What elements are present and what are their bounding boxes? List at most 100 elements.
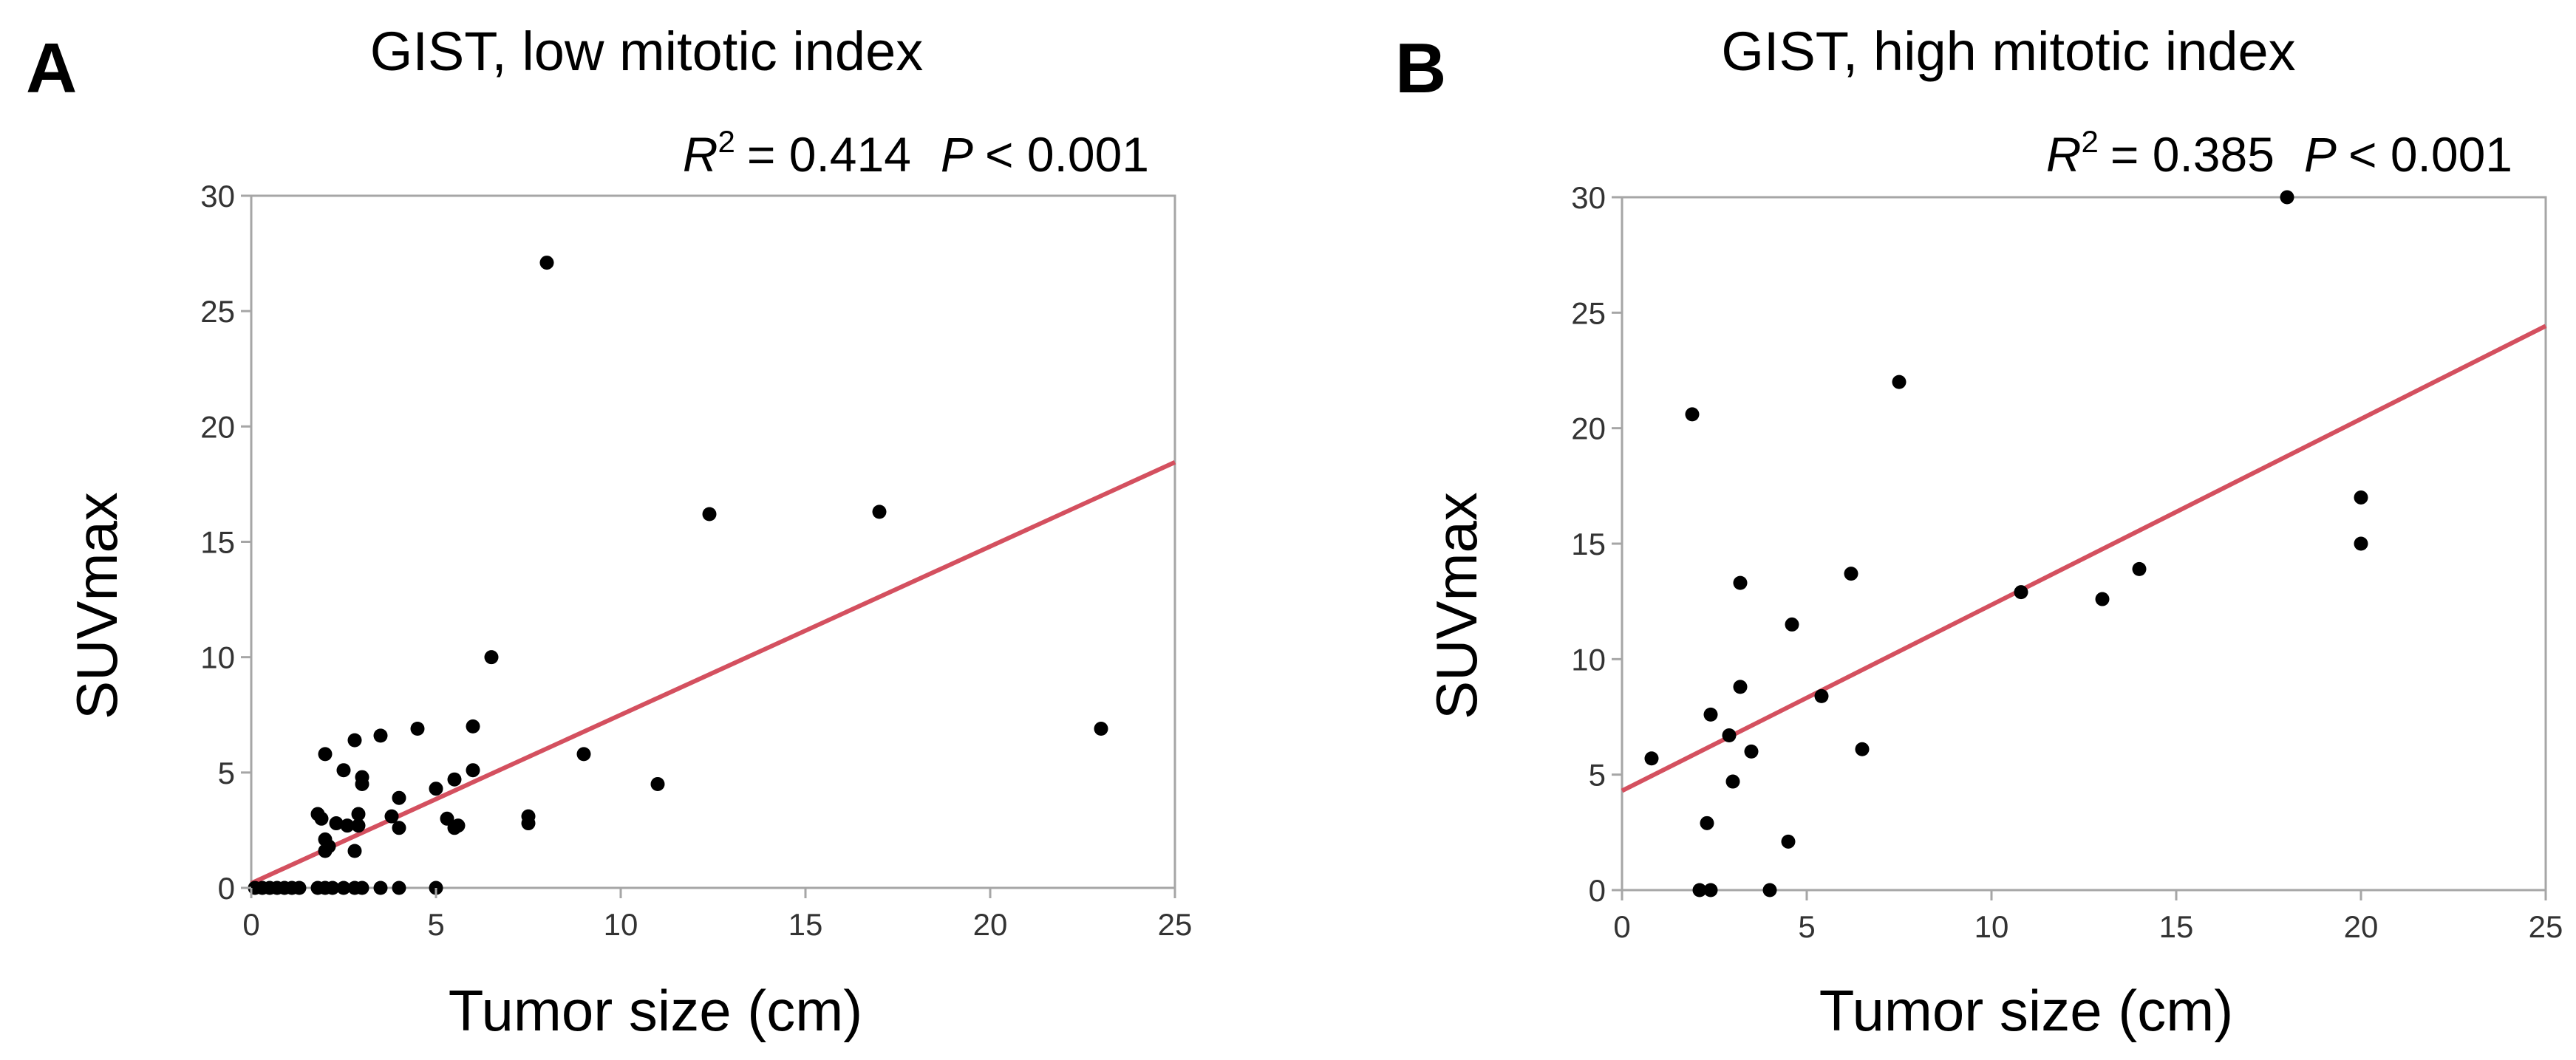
chart-title: GIST, low mitotic index (370, 21, 923, 82)
data-point (392, 821, 406, 835)
r2-superscript: 2 (718, 124, 735, 159)
data-point (1814, 688, 1829, 703)
data-point (351, 818, 366, 833)
r2-symbol: R (2046, 127, 2082, 182)
panel-label: A (26, 29, 77, 108)
data-point (1733, 680, 1748, 694)
panel-a: A GIST, low mitotic index R2 = 0.414 P < 0.… (26, 21, 1192, 1043)
x-tick-label: 0 (242, 907, 259, 942)
y-tick-label: 5 (1589, 758, 1606, 793)
y-tick-label: 0 (218, 871, 235, 906)
data-point (1733, 575, 1748, 590)
data-point (355, 776, 369, 791)
y-tick-label: 10 (1571, 642, 1606, 677)
data-point (314, 811, 329, 826)
data-point (1094, 721, 1108, 736)
x-tick-label: 25 (2529, 909, 2563, 944)
x-axis-label: Tumor size (cm) (449, 978, 862, 1043)
data-point (292, 881, 307, 895)
data-point (2095, 592, 2110, 606)
data-point (2014, 585, 2028, 600)
data-point (447, 772, 462, 787)
x-axis-ticks: 0 5 10 15 20 25 (1613, 890, 2563, 944)
data-point (318, 747, 333, 762)
x-tick-label: 15 (2159, 909, 2194, 944)
data-point (2354, 536, 2368, 551)
x-tick-label: 20 (2344, 909, 2379, 944)
data-point (429, 782, 443, 796)
panel-b: B GIST, high mitotic index R2 = 0.385 P < 0… (1395, 21, 2563, 1043)
p-symbol: P (941, 127, 973, 182)
stats-annotation: R2 = 0.414 P < 0.001 (683, 124, 1149, 182)
y-tick-label: 20 (200, 409, 235, 444)
data-point (521, 816, 536, 831)
y-tick-label: 5 (218, 756, 235, 790)
y-tick-label: 15 (1571, 527, 1606, 561)
plot-area (250, 194, 1176, 889)
data-point (1844, 567, 1858, 581)
y-tick-label: 25 (200, 294, 235, 329)
regression-line (1621, 324, 2547, 793)
p-value: < 0.001 (985, 127, 1149, 182)
p-value: < 0.001 (2348, 127, 2512, 182)
data-point (650, 776, 665, 791)
data-point (1744, 744, 1759, 759)
y-tick-label: 30 (200, 179, 235, 213)
data-point (325, 881, 340, 895)
x-tick-label: 5 (427, 907, 444, 942)
y-tick-label: 25 (1571, 295, 1606, 330)
data-point (340, 818, 355, 833)
data-point (329, 816, 344, 831)
data-point (1892, 375, 1907, 389)
panel-label: B (1395, 29, 1446, 108)
data-point (576, 747, 591, 762)
y-tick-label: 20 (1571, 411, 1606, 446)
regression-line (250, 460, 1176, 886)
data-point (351, 807, 366, 821)
data-point (702, 507, 717, 522)
data-point (1692, 883, 1707, 897)
r2-value: = 0.414 (747, 127, 911, 182)
x-tick-label: 0 (1613, 909, 1630, 944)
data-point (373, 728, 388, 743)
r2-value: = 0.385 (2110, 127, 2275, 182)
data-point (466, 763, 480, 778)
data-point (1762, 883, 1777, 897)
y-axis-label: SUVmax (64, 492, 129, 719)
data-point (384, 809, 399, 824)
data-point (1703, 883, 1718, 897)
x-axis-ticks: 0 5 10 15 20 25 (242, 888, 1192, 942)
data-point (539, 256, 554, 270)
x-axis-label: Tumor size (cm) (1819, 978, 2233, 1043)
data-point (1644, 751, 1659, 766)
y-axis-ticks: 0 5 10 15 20 25 30 (1571, 180, 1622, 908)
data-point (347, 733, 362, 748)
x-tick-label: 25 (1158, 907, 1193, 942)
y-tick-label: 30 (1571, 180, 1606, 215)
data-point (336, 881, 351, 895)
data-point (2280, 190, 2294, 205)
x-tick-label: 15 (788, 907, 823, 942)
data-point (2132, 561, 2147, 576)
data-point (484, 650, 499, 665)
y-axis-ticks: 0 5 10 15 20 25 30 (200, 179, 251, 906)
data-point (1855, 742, 1870, 756)
data-point (336, 763, 351, 778)
data-point (1703, 707, 1718, 722)
x-tick-label: 10 (1974, 909, 2009, 944)
r2-superscript: 2 (2082, 124, 2099, 159)
plot-area (1621, 196, 2547, 892)
data-point (872, 505, 887, 519)
data-point (392, 881, 406, 895)
data-point (1781, 834, 1796, 849)
y-tick-label: 0 (1589, 873, 1606, 908)
data-point (1785, 617, 1799, 632)
y-tick-label: 15 (200, 525, 235, 560)
p-symbol: P (2304, 127, 2337, 182)
data-point (392, 790, 406, 805)
y-tick-label: 10 (200, 640, 235, 675)
data-point (373, 881, 388, 895)
x-tick-label: 10 (604, 907, 638, 942)
data-point (347, 844, 362, 858)
